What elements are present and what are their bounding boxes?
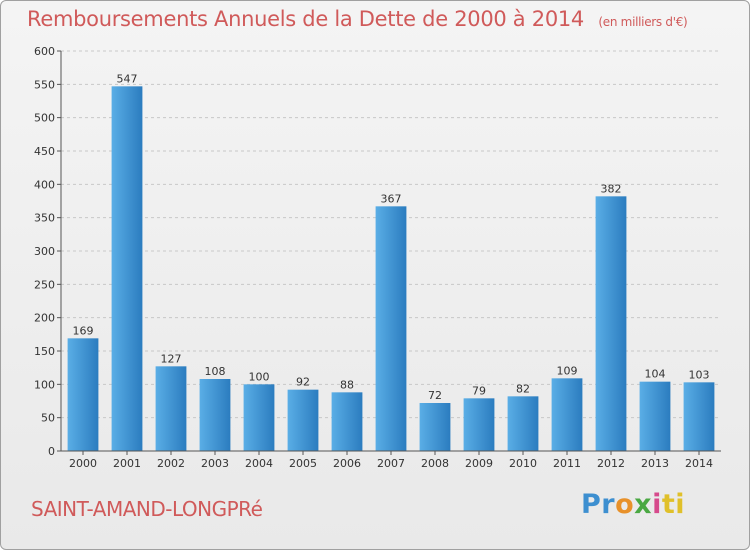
y-tick-label: 250 bbox=[34, 278, 55, 291]
x-tick-label: 2013 bbox=[641, 457, 669, 470]
bar-2011 bbox=[551, 378, 583, 451]
bars: 169 547 127 108 100 92 88 367 72 79 82 109 382 104 103 bbox=[67, 72, 715, 451]
y-tick-label: 150 bbox=[34, 345, 55, 358]
x-tick-label: 2007 bbox=[377, 457, 405, 470]
chart-title-text: Remboursements Annuels de la Dette de 20… bbox=[27, 7, 584, 31]
bar-2013 bbox=[639, 381, 671, 451]
value-label: 367 bbox=[381, 192, 402, 205]
value-label: 72 bbox=[428, 389, 442, 402]
value-label: 108 bbox=[205, 365, 226, 378]
y-tick-label: 600 bbox=[34, 45, 55, 58]
x-tick-label: 2008 bbox=[421, 457, 449, 470]
x-tick-label: 2011 bbox=[553, 457, 581, 470]
axes: 0 50 100 150 200 250 300 350 400 450 500 550 600 2000… bbox=[34, 45, 721, 470]
value-label: 92 bbox=[296, 376, 310, 389]
y-tick-label: 100 bbox=[34, 378, 55, 391]
bar-2001 bbox=[111, 86, 143, 451]
logo-part-3: x bbox=[634, 489, 653, 520]
bar-2004 bbox=[243, 384, 275, 451]
value-label: 127 bbox=[161, 352, 182, 365]
bar-2008 bbox=[419, 403, 451, 451]
logo-part-4: i bbox=[652, 489, 662, 520]
value-label: 82 bbox=[516, 382, 530, 395]
y-tick-label: 200 bbox=[34, 312, 55, 325]
y-tick-label: 500 bbox=[34, 112, 55, 125]
y-tick-label: 350 bbox=[34, 212, 55, 225]
chart-title: Remboursements Annuels de la Dette de 20… bbox=[27, 7, 688, 31]
logo-part-5: ti bbox=[661, 489, 686, 520]
x-tick-label: 2000 bbox=[69, 457, 97, 470]
y-tick-label: 400 bbox=[34, 178, 55, 191]
x-tick-label: 2006 bbox=[333, 457, 361, 470]
y-tick-label: 450 bbox=[34, 145, 55, 158]
bar-2014 bbox=[683, 382, 715, 451]
bar-2010 bbox=[507, 396, 539, 451]
y-tick-label: 0 bbox=[48, 445, 55, 458]
bar-2003 bbox=[199, 379, 231, 451]
value-label: 100 bbox=[249, 370, 270, 383]
x-tick-label: 2002 bbox=[157, 457, 185, 470]
bar-2006 bbox=[331, 392, 363, 451]
logo-part-1: Pr bbox=[581, 489, 616, 520]
city-name: SAINT-AMAND-LONGPRé bbox=[31, 497, 263, 521]
value-label: 88 bbox=[340, 378, 354, 391]
y-tick-label: 50 bbox=[41, 412, 55, 425]
y-tick-label: 550 bbox=[34, 78, 55, 91]
proxiti-logo: Proxiti bbox=[581, 489, 685, 520]
x-tick-label: 2005 bbox=[289, 457, 317, 470]
y-tick-label: 300 bbox=[34, 245, 55, 258]
value-label: 169 bbox=[73, 324, 94, 337]
logo-part-2: o bbox=[615, 489, 635, 520]
x-tick-label: 2009 bbox=[465, 457, 493, 470]
x-tick-label: 2004 bbox=[245, 457, 273, 470]
bar-2009 bbox=[463, 398, 495, 451]
value-label: 382 bbox=[601, 182, 622, 195]
value-label: 79 bbox=[472, 384, 486, 397]
bar-2002 bbox=[155, 366, 187, 451]
value-label: 104 bbox=[645, 368, 666, 381]
x-tick-label: 2003 bbox=[201, 457, 229, 470]
x-tick-label: 2001 bbox=[113, 457, 141, 470]
bar-2005 bbox=[287, 389, 319, 451]
value-label: 103 bbox=[689, 368, 710, 381]
bar-2000 bbox=[67, 338, 99, 451]
x-tick-label: 2012 bbox=[597, 457, 625, 470]
x-tick-label: 2014 bbox=[685, 457, 713, 470]
bar-2007 bbox=[375, 206, 407, 451]
value-label: 547 bbox=[117, 72, 138, 85]
x-tick-label: 2010 bbox=[509, 457, 537, 470]
bar-2012 bbox=[595, 196, 627, 451]
value-label: 109 bbox=[557, 364, 578, 377]
chart-title-unit: (en milliers d'€) bbox=[598, 15, 688, 29]
